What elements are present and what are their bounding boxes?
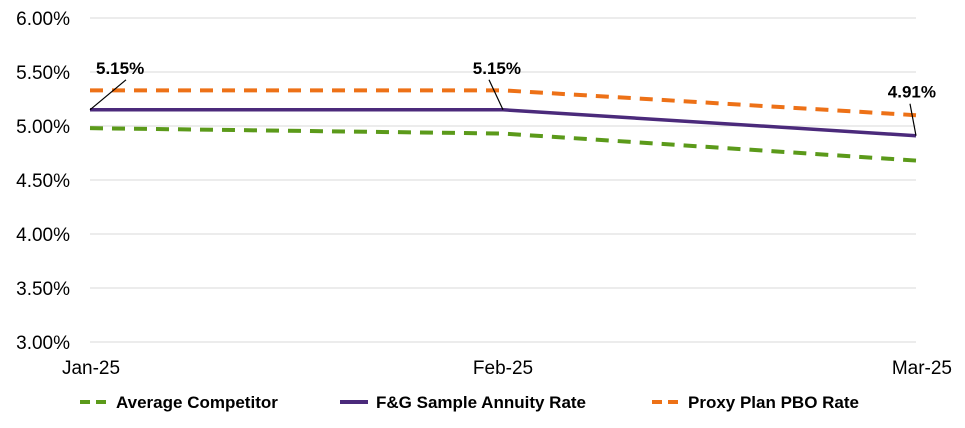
data-label-leader	[909, 103, 917, 136]
series-line	[89, 126, 917, 163]
data-labels: 5.15% 5.15% 4.91%	[89, 59, 936, 136]
legend: Average Competitor F&G Sample Annuity Rat…	[80, 393, 859, 412]
data-label: 4.91%	[888, 83, 936, 102]
y-tick-label: 3.50%	[16, 279, 70, 300]
y-tick-label: 6.00%	[16, 9, 70, 30]
series-line	[90, 88, 917, 118]
series-lines	[89, 88, 917, 163]
legend-label: F&G Sample Annuity Rate	[376, 393, 586, 412]
gridlines	[90, 17, 916, 343]
data-label-leader	[488, 79, 504, 111]
data-label-leader	[89, 79, 127, 111]
y-tick-label: 4.50%	[16, 171, 70, 192]
legend-label: Average Competitor	[116, 393, 278, 412]
y-tick-label: 5.00%	[16, 117, 70, 138]
series-line	[90, 108, 917, 138]
data-label: 5.15%	[96, 59, 144, 78]
y-axis-ticks: 3.00% 3.50% 4.00% 4.50% 5.00% 5.50% 6.00%	[16, 9, 70, 354]
y-tick-label: 5.50%	[16, 63, 70, 84]
x-tick-label: Jan-25	[62, 358, 120, 379]
data-label: 5.15%	[473, 59, 521, 78]
x-tick-label: Feb-25	[473, 358, 533, 379]
x-tick-label: Mar-25	[892, 358, 952, 379]
legend-label: Proxy Plan PBO Rate	[688, 393, 859, 412]
y-tick-label: 4.00%	[16, 225, 70, 246]
y-tick-label: 3.00%	[16, 333, 70, 354]
x-axis-ticks: Jan-25 Feb-25 Mar-25	[62, 358, 952, 379]
